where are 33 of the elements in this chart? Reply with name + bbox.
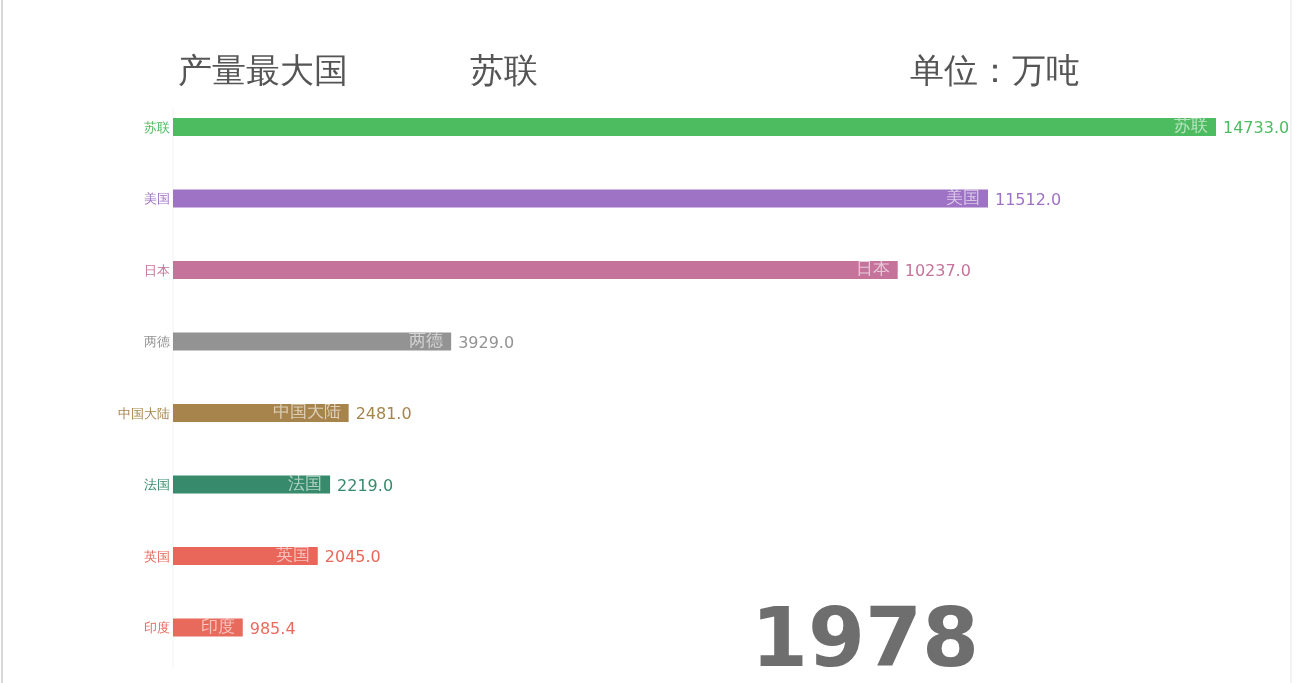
bar bbox=[173, 118, 1216, 136]
category-label: 中国大陆 bbox=[272, 401, 341, 421]
bar bbox=[173, 261, 898, 279]
data-label: 2219.0 bbox=[337, 475, 394, 495]
bar bbox=[173, 189, 988, 208]
bar bbox=[173, 332, 452, 351]
category-label: 印度 bbox=[200, 615, 235, 636]
data-label: 14733.0 bbox=[1223, 118, 1290, 137]
data-label: 2481.0 bbox=[355, 404, 412, 423]
y-tick-label: 英国 bbox=[144, 548, 170, 564]
y-tick-label: 美国 bbox=[144, 191, 170, 206]
category-label: 英国 bbox=[275, 544, 310, 564]
y-tick-label: 两德 bbox=[144, 334, 170, 349]
chart-subtitle: 苏联 bbox=[470, 50, 538, 90]
y-tick-label: 法国 bbox=[144, 477, 170, 492]
data-label: 10237.0 bbox=[904, 261, 971, 280]
bar bbox=[173, 547, 318, 565]
category-label: 日本 bbox=[855, 258, 890, 278]
text: 单位：万吨 bbox=[910, 50, 1080, 90]
y-tick-label: 苏联 bbox=[144, 119, 170, 135]
y-tick-label: 日本 bbox=[144, 262, 170, 278]
category-label: 美国 bbox=[945, 186, 980, 207]
data-label: 2045.0 bbox=[324, 547, 381, 566]
category-label: 法国 bbox=[288, 472, 323, 493]
bar bbox=[173, 475, 331, 494]
data-label: 3929.0 bbox=[458, 332, 515, 352]
y-tick-label: 印度 bbox=[144, 620, 170, 635]
chart-title: 产量最大国 bbox=[178, 50, 348, 90]
annotation: 1978 bbox=[750, 590, 980, 683]
category-label: 两德 bbox=[409, 329, 444, 350]
data-label: 985.4 bbox=[249, 618, 296, 638]
y-tick-label: 中国大陆 bbox=[118, 405, 170, 421]
data-label: 11512.0 bbox=[994, 189, 1062, 209]
